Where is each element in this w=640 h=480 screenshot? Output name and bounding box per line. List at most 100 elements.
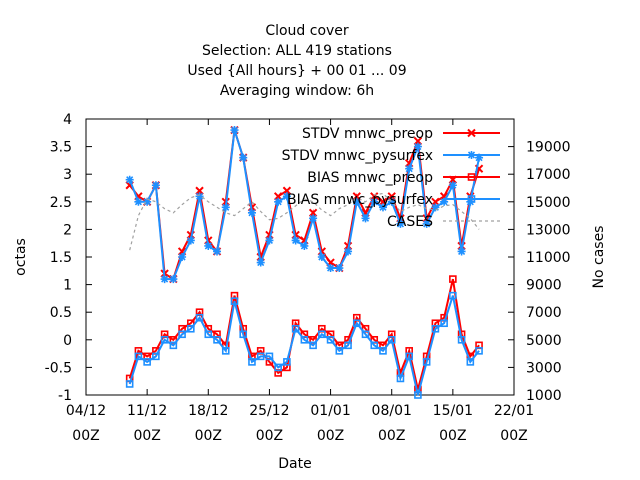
data-point: [466, 358, 475, 366]
data-point: [265, 352, 274, 361]
data-point: [431, 203, 440, 212]
x-tick-label-date: 01/01: [310, 403, 350, 419]
data-point: [239, 330, 248, 339]
data-point: [440, 319, 448, 328]
legend-entry-marker: [467, 173, 476, 181]
y-tick-label: 3.5: [50, 140, 72, 156]
data-point: [160, 275, 169, 284]
data-point: [169, 275, 178, 284]
data-point: [195, 313, 204, 322]
data-point: [379, 347, 387, 355]
x-tick-label-hour: 00Z: [72, 428, 99, 444]
y-tick-label: 0: [63, 333, 72, 349]
data-point: [186, 236, 195, 245]
data-point: [187, 324, 195, 333]
data-point: [396, 219, 405, 228]
data-point: [387, 197, 396, 206]
series-bias-mnwc-pysurfex: [125, 291, 483, 399]
y2-tick-label: 7000: [526, 305, 562, 321]
data-point: [309, 341, 317, 350]
y2-tick-label: 9000: [526, 278, 562, 294]
data-point: [414, 391, 422, 399]
data-point: [457, 335, 466, 344]
data-point: [143, 358, 151, 366]
data-point: [352, 197, 361, 206]
data-point: [291, 324, 300, 333]
y2-tick-label: 19000: [526, 140, 571, 156]
data-point: [134, 352, 143, 361]
y-axis-label: octas: [13, 238, 29, 276]
data-point: [344, 247, 353, 256]
data-point: [449, 291, 457, 300]
data-point: [318, 330, 326, 339]
data-point: [300, 335, 309, 344]
data-point: [370, 341, 379, 350]
y2-tick-label: 15000: [526, 195, 571, 211]
data-point: [405, 164, 414, 173]
legend-entry-marker: [467, 151, 476, 159]
chart-title: Cloud cover Selection: ALL 419 stations …: [187, 23, 406, 99]
data-point: [134, 197, 143, 206]
x-tick-label-date: 11/12: [127, 403, 167, 419]
x-tick-label-hour: 00Z: [317, 428, 344, 444]
data-point: [449, 275, 457, 283]
y-tick-label: 1: [63, 278, 72, 294]
data-point: [178, 330, 186, 339]
data-point: [440, 197, 449, 206]
x-tick-label-hour: 00Z: [378, 428, 405, 444]
series-line: [129, 192, 480, 251]
title-line-1: Cloud cover: [265, 23, 349, 39]
data-point: [422, 358, 431, 366]
y-tick-label: -1: [58, 388, 72, 404]
y2-tick-label: 13000: [526, 222, 571, 238]
data-point: [300, 241, 309, 250]
data-point: [326, 335, 335, 344]
data-point: [317, 253, 326, 261]
data-point: [448, 181, 457, 190]
data-point: [204, 241, 213, 250]
data-point: [378, 203, 387, 212]
data-point: [256, 352, 265, 361]
y-tick-label: 2: [63, 222, 72, 238]
x-tick-label-date: 18/12: [188, 403, 228, 419]
data-point: [475, 347, 483, 355]
data-point: [352, 319, 361, 328]
data-point: [256, 258, 265, 267]
data-point: [239, 153, 248, 162]
x-tick-label-date: 08/01: [372, 403, 412, 419]
data-point: [335, 347, 344, 355]
data-point: [405, 352, 413, 361]
data-point: [204, 330, 213, 339]
y2-tick-label: 11000: [526, 250, 571, 266]
data-point: [247, 208, 256, 217]
data-point: [309, 214, 318, 223]
y-tick-label: 1.5: [50, 250, 72, 266]
data-point: [361, 330, 370, 339]
data-point: [178, 253, 187, 261]
x-tick-label-hour: 00Z: [256, 428, 283, 444]
x-tick-label-hour: 00Z: [133, 428, 160, 444]
x-tick-label-hour: 00Z: [195, 428, 222, 444]
data-point: [387, 335, 396, 344]
title-line-2: Selection: ALL 419 stations: [202, 43, 392, 59]
series-layer: [125, 125, 484, 399]
y-tick-label: -0.5: [45, 360, 72, 376]
series-line: [128, 295, 480, 396]
data-point: [221, 203, 230, 212]
y2-tick-label: 5000: [526, 333, 562, 349]
data-point: [230, 297, 239, 305]
data-point: [396, 374, 405, 383]
y2-tick-label: 1000: [526, 388, 562, 404]
data-point: [213, 335, 221, 344]
y2-axis-label: No cases: [591, 226, 607, 289]
y-tick-label: 4: [63, 112, 72, 128]
data-point: [152, 352, 160, 361]
data-point: [291, 236, 300, 245]
data-point: [344, 341, 352, 350]
data-point: [265, 236, 274, 245]
x-tick-label-date: 25/12: [249, 403, 289, 419]
data-point: [195, 192, 204, 201]
legend-entry-label: STDV mnwc_pysurfex: [282, 148, 433, 164]
legend-entry-marker: [467, 195, 476, 203]
